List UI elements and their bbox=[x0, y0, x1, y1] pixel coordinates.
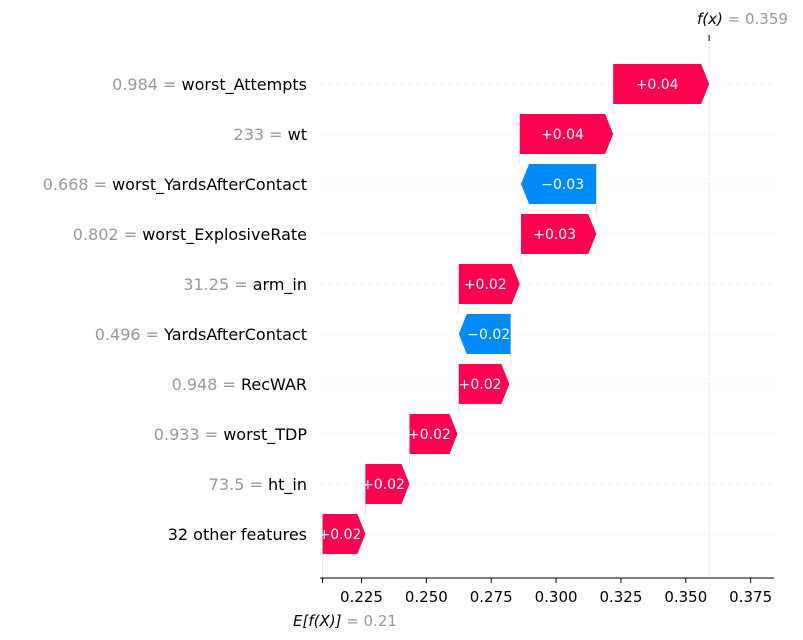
waterfall-bar bbox=[519, 114, 614, 154]
feature-label: 0.496 = YardsAfterContact bbox=[95, 325, 307, 344]
feature-label: 32 other features bbox=[168, 525, 307, 544]
feature-label: 0.802 = worst_ExplosiveRate bbox=[73, 225, 307, 245]
waterfall-bar bbox=[613, 64, 710, 104]
feature-label: 0.668 = worst_YardsAfterContact bbox=[43, 175, 307, 195]
bar-value-label: −0.03 bbox=[541, 177, 584, 193]
bar-value-label: +0.02 bbox=[459, 377, 502, 393]
feature-name: arm_in bbox=[253, 275, 307, 295]
waterfall-bar bbox=[322, 514, 366, 554]
base-value-name: E[f(X)] bbox=[293, 612, 342, 630]
base-value-label: E[f(X)] = 0.21 bbox=[293, 612, 397, 630]
feature-label: 0.948 = RecWAR bbox=[172, 375, 307, 394]
x-tick-label: 0.300 bbox=[535, 588, 578, 606]
feature-value: 0.984 = bbox=[112, 75, 181, 94]
feature-name: worst_TDP bbox=[223, 425, 307, 445]
bar-value-label: +0.02 bbox=[362, 477, 405, 493]
feature-name: RecWAR bbox=[241, 375, 307, 394]
feature-value: 233 = bbox=[234, 125, 288, 144]
feature-label: 73.5 = ht_in bbox=[209, 475, 307, 495]
bar-value-label: −0.02 bbox=[467, 327, 510, 343]
feature-name: worst_YardsAfterContact bbox=[112, 175, 307, 195]
bar-value-label: +0.02 bbox=[408, 427, 451, 443]
x-tick-label: 0.225 bbox=[340, 588, 383, 606]
waterfall-bar bbox=[458, 264, 520, 304]
waterfall-bar bbox=[409, 414, 458, 454]
waterfall-bar bbox=[521, 164, 597, 204]
feature-value: 31.25 = bbox=[183, 275, 252, 294]
bar-value-label: +0.02 bbox=[464, 277, 507, 293]
feature-label: 31.25 = arm_in bbox=[183, 275, 307, 295]
feature-value: 73.5 = bbox=[209, 475, 268, 494]
bar-value-label: +0.03 bbox=[533, 227, 576, 243]
waterfall-bar bbox=[365, 464, 410, 504]
x-tick-label: 0.325 bbox=[599, 588, 642, 606]
feature-value: 0.496 = bbox=[95, 325, 164, 344]
feature-label: 0.933 = worst_TDP bbox=[154, 425, 308, 445]
feature-name: 32 other features bbox=[168, 525, 307, 544]
x-tick-label: 0.350 bbox=[664, 588, 707, 606]
output-value-name: f(x) bbox=[697, 10, 723, 28]
feature-value: 0.948 = bbox=[172, 375, 241, 394]
feature-value: 0.933 = bbox=[154, 425, 223, 444]
waterfall-bar bbox=[458, 314, 511, 354]
output-value-label: f(x) = 0.359 bbox=[697, 10, 788, 28]
feature-value: 0.802 = bbox=[73, 225, 142, 244]
x-tick-label: 0.375 bbox=[729, 588, 772, 606]
x-tick-label: 0.250 bbox=[405, 588, 448, 606]
feature-label: 233 = wt bbox=[234, 125, 307, 144]
feature-name: worst_Attempts bbox=[182, 75, 307, 95]
feature-name: YardsAfterContact bbox=[163, 325, 307, 344]
feature-label: 0.984 = worst_Attempts bbox=[112, 75, 307, 95]
feature-name: worst_ExplosiveRate bbox=[142, 225, 307, 245]
base-value-number: = 0.21 bbox=[341, 612, 397, 630]
waterfall-bar bbox=[458, 364, 510, 404]
bar-value-label: +0.02 bbox=[319, 527, 362, 543]
waterfall-bar bbox=[521, 214, 597, 254]
feature-name: ht_in bbox=[268, 475, 307, 495]
feature-value: 0.668 = bbox=[43, 175, 112, 194]
bar-value-label: +0.04 bbox=[541, 127, 584, 143]
output-value-number: = 0.359 bbox=[723, 10, 788, 28]
bar-value-label: +0.04 bbox=[636, 77, 679, 93]
x-tick-label: 0.275 bbox=[470, 588, 513, 606]
feature-name: wt bbox=[288, 125, 307, 144]
